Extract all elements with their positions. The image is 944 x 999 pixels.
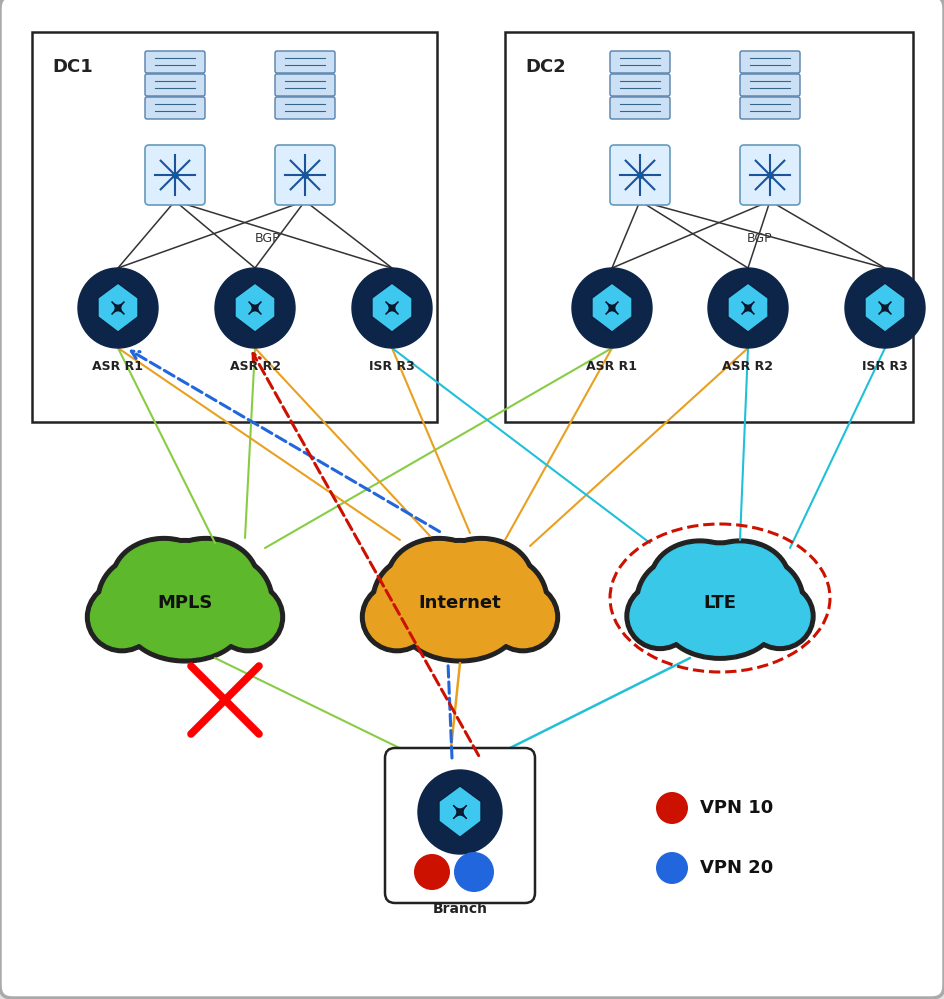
Ellipse shape: [115, 541, 212, 616]
FancyBboxPatch shape: [739, 74, 800, 96]
Ellipse shape: [96, 554, 190, 648]
Text: ISR R3: ISR R3: [861, 360, 907, 373]
Ellipse shape: [639, 561, 719, 641]
FancyBboxPatch shape: [144, 51, 205, 73]
Ellipse shape: [428, 536, 533, 621]
Text: MPLS: MPLS: [157, 594, 212, 612]
Ellipse shape: [158, 541, 254, 616]
Ellipse shape: [153, 536, 259, 621]
Polygon shape: [591, 283, 632, 332]
Ellipse shape: [719, 561, 800, 641]
Circle shape: [655, 852, 687, 884]
Ellipse shape: [360, 581, 433, 652]
FancyBboxPatch shape: [610, 97, 669, 119]
Text: BGP: BGP: [255, 232, 280, 245]
Ellipse shape: [688, 539, 790, 620]
Polygon shape: [98, 283, 138, 332]
Ellipse shape: [667, 590, 771, 655]
FancyBboxPatch shape: [610, 51, 669, 73]
FancyBboxPatch shape: [275, 97, 334, 119]
Ellipse shape: [371, 554, 464, 648]
Circle shape: [417, 770, 501, 854]
Text: DC2: DC2: [525, 58, 565, 76]
Polygon shape: [439, 786, 480, 837]
Ellipse shape: [179, 554, 274, 648]
Text: Internet: Internet: [418, 594, 501, 612]
Polygon shape: [864, 283, 904, 332]
Ellipse shape: [663, 585, 776, 660]
Ellipse shape: [454, 554, 548, 648]
FancyBboxPatch shape: [32, 32, 436, 422]
Circle shape: [453, 852, 494, 892]
FancyBboxPatch shape: [504, 32, 912, 422]
Text: ASR R2: ASR R2: [229, 360, 280, 373]
Ellipse shape: [460, 559, 544, 643]
Ellipse shape: [130, 589, 240, 657]
FancyBboxPatch shape: [275, 145, 334, 205]
Ellipse shape: [365, 586, 428, 647]
Ellipse shape: [693, 544, 785, 615]
Ellipse shape: [744, 582, 814, 650]
Ellipse shape: [662, 546, 777, 650]
Text: Branch: Branch: [432, 902, 487, 916]
FancyBboxPatch shape: [739, 51, 800, 73]
FancyBboxPatch shape: [144, 145, 205, 205]
FancyBboxPatch shape: [144, 74, 205, 96]
Ellipse shape: [211, 581, 284, 652]
FancyBboxPatch shape: [144, 97, 205, 119]
Circle shape: [351, 268, 431, 348]
Ellipse shape: [405, 589, 514, 657]
Circle shape: [78, 268, 158, 348]
Ellipse shape: [185, 559, 269, 643]
Ellipse shape: [101, 559, 185, 643]
Ellipse shape: [656, 541, 783, 655]
Ellipse shape: [126, 584, 244, 663]
Ellipse shape: [110, 536, 217, 621]
Text: ISR R3: ISR R3: [369, 360, 414, 373]
FancyBboxPatch shape: [384, 748, 534, 903]
Text: ASR R2: ASR R2: [722, 360, 773, 373]
Text: ASR R1: ASR R1: [93, 360, 143, 373]
Ellipse shape: [624, 582, 694, 650]
Ellipse shape: [653, 544, 745, 615]
Polygon shape: [727, 283, 767, 332]
Ellipse shape: [390, 541, 487, 616]
Ellipse shape: [91, 586, 153, 647]
Polygon shape: [235, 283, 275, 332]
Circle shape: [215, 268, 295, 348]
Ellipse shape: [394, 538, 526, 657]
FancyBboxPatch shape: [610, 74, 669, 96]
Text: VPN 20: VPN 20: [700, 859, 772, 877]
Ellipse shape: [216, 586, 279, 647]
Ellipse shape: [85, 581, 159, 652]
Ellipse shape: [400, 584, 519, 663]
Circle shape: [413, 854, 449, 890]
Ellipse shape: [715, 556, 804, 646]
Polygon shape: [372, 283, 412, 332]
Circle shape: [571, 268, 651, 348]
Ellipse shape: [486, 581, 559, 652]
FancyBboxPatch shape: [275, 51, 334, 73]
Ellipse shape: [124, 543, 245, 652]
FancyBboxPatch shape: [739, 97, 800, 119]
Ellipse shape: [491, 586, 554, 647]
Text: DC1: DC1: [52, 58, 93, 76]
Circle shape: [655, 792, 687, 824]
Text: VPN 10: VPN 10: [700, 799, 772, 817]
Ellipse shape: [649, 539, 750, 620]
Ellipse shape: [634, 556, 724, 646]
Ellipse shape: [376, 559, 460, 643]
Ellipse shape: [750, 587, 809, 645]
Ellipse shape: [385, 536, 492, 621]
Text: BGP: BGP: [747, 232, 772, 245]
Circle shape: [844, 268, 924, 348]
FancyBboxPatch shape: [610, 145, 669, 205]
Ellipse shape: [432, 541, 529, 616]
Ellipse shape: [398, 543, 520, 652]
FancyBboxPatch shape: [275, 74, 334, 96]
Ellipse shape: [630, 587, 689, 645]
Text: ASR R1: ASR R1: [586, 360, 637, 373]
Text: LTE: LTE: [702, 594, 735, 612]
Circle shape: [707, 268, 787, 348]
